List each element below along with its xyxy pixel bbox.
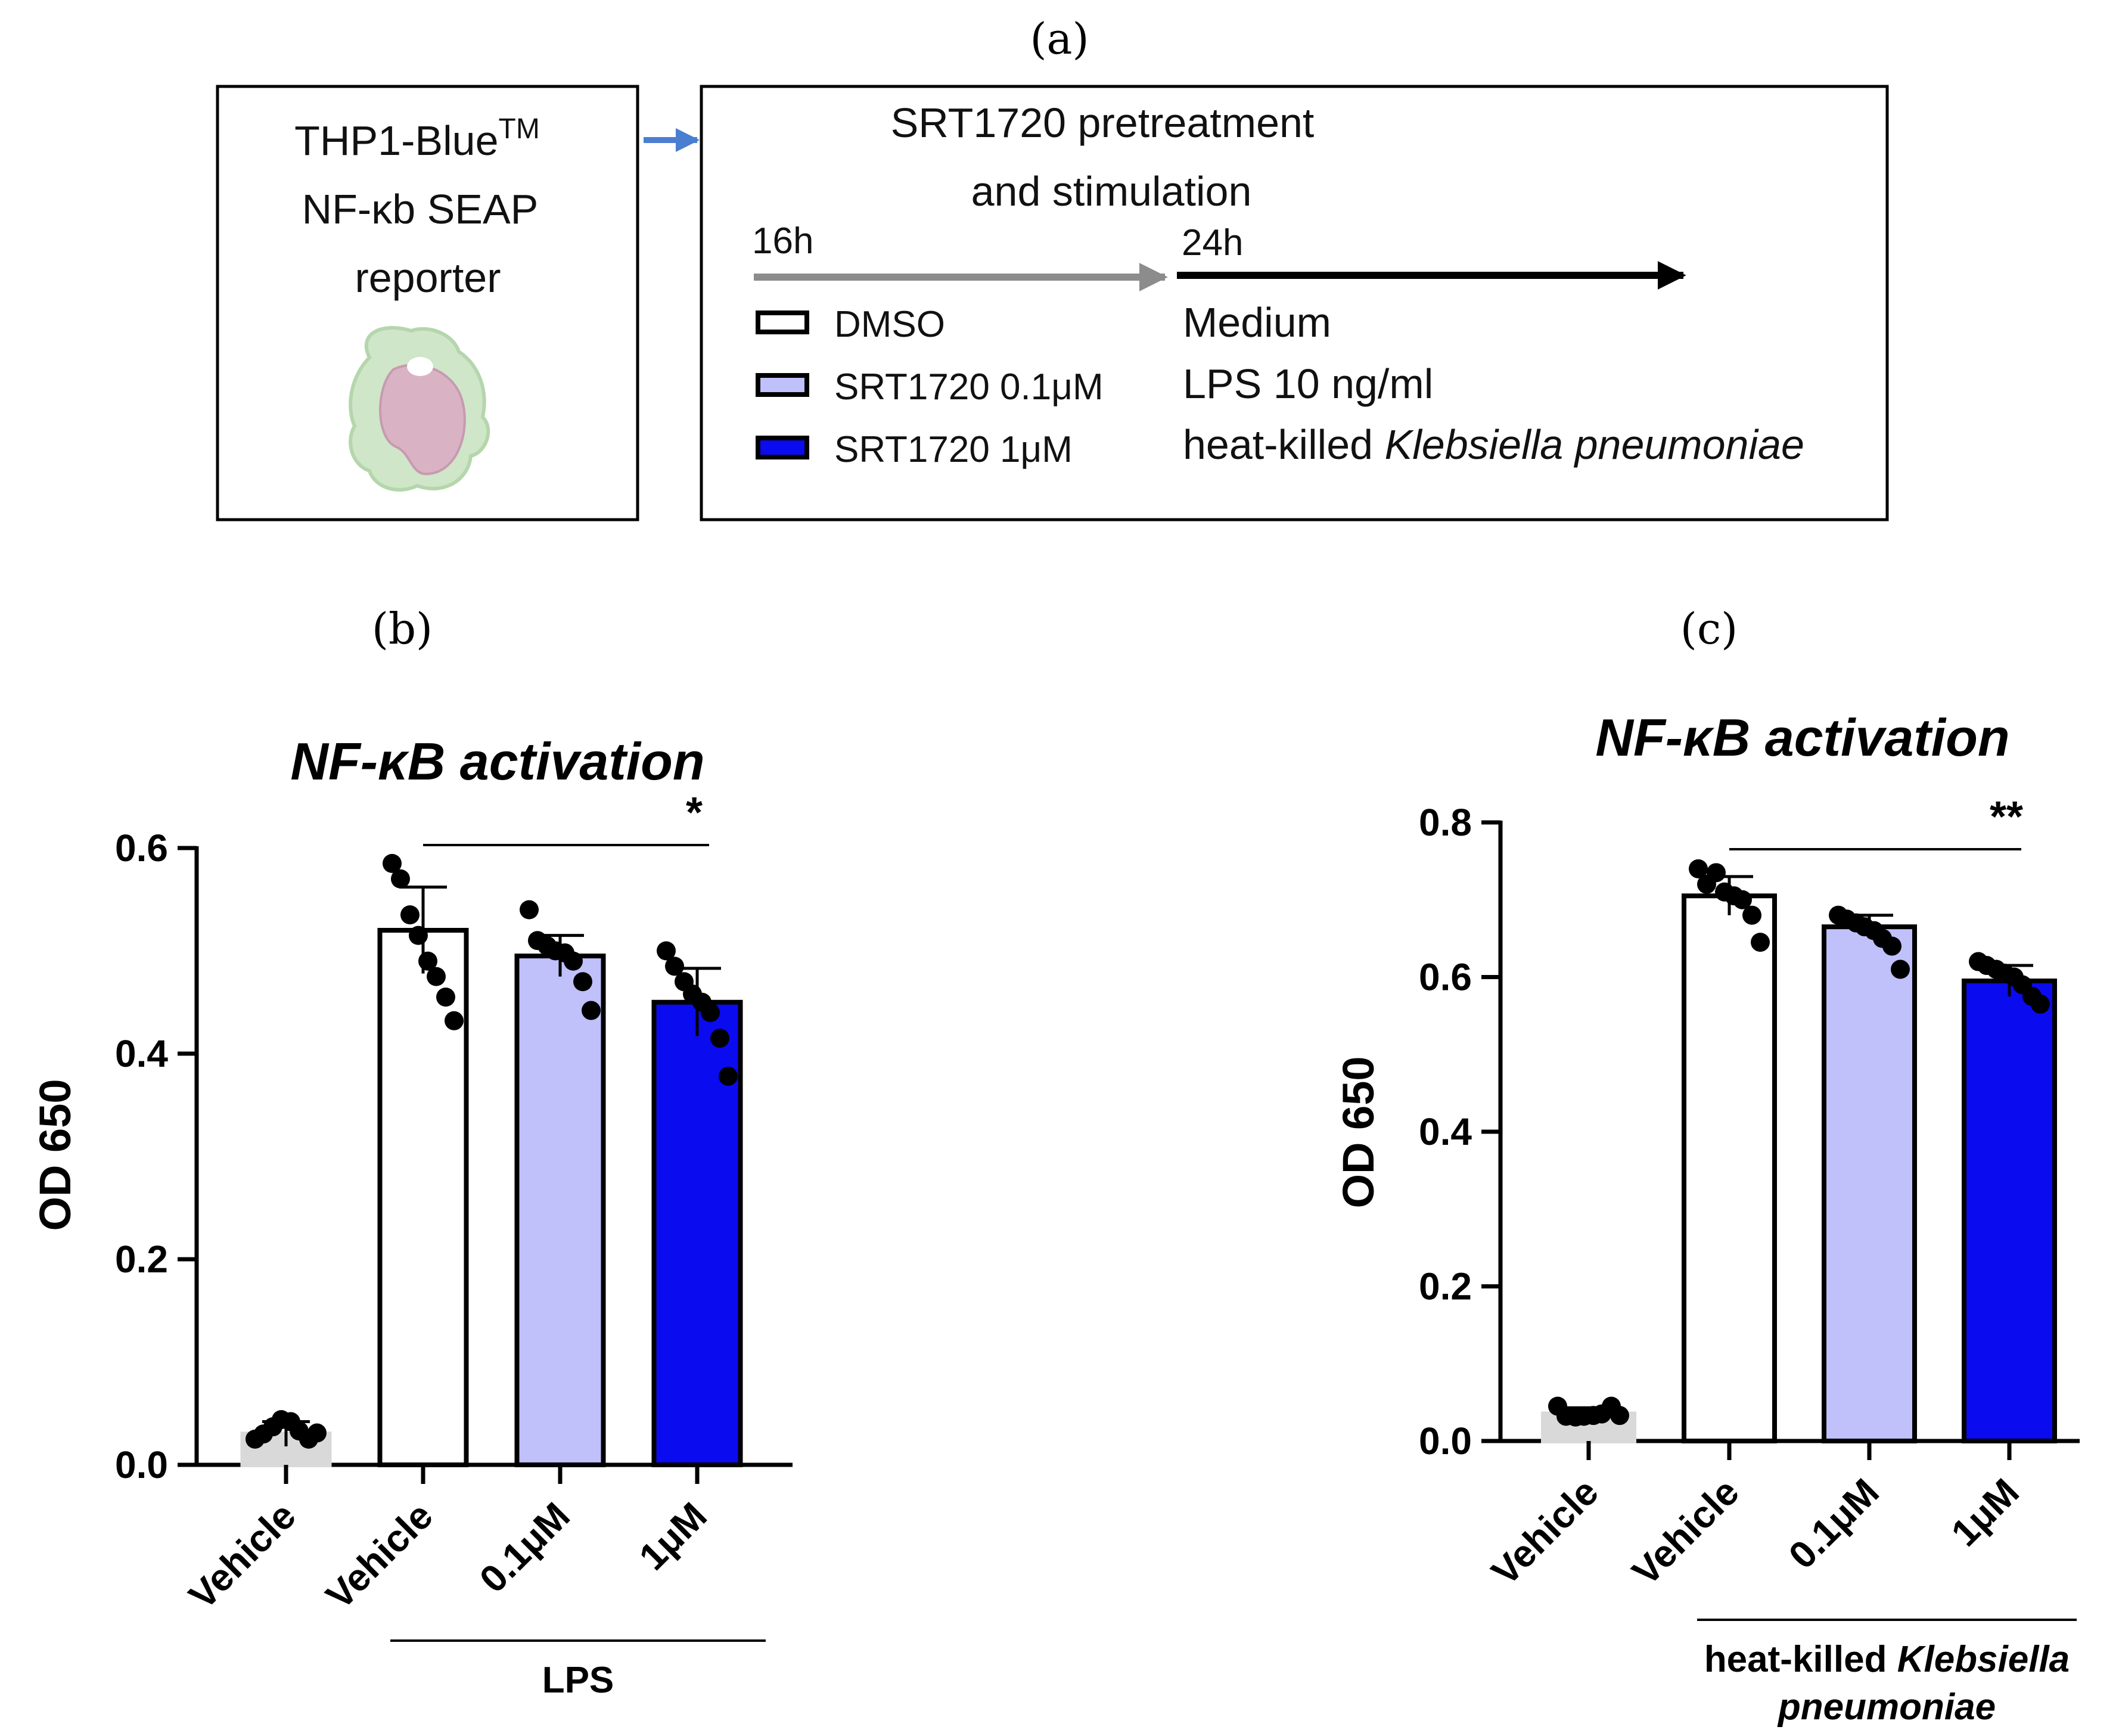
legend-swatch-1 — [756, 373, 809, 397]
y-tick-label-b-2: 0.4 — [115, 1032, 168, 1075]
data-point-b-1-7 — [445, 1011, 464, 1030]
significance-star-b: * — [686, 789, 703, 837]
y-tick-label-c-0: 0.0 — [1419, 1420, 1472, 1462]
chart-title-b: NF-κB activation — [290, 732, 704, 791]
legend-label-2: SRT1720 1μM — [834, 429, 1073, 470]
data-point-c-2-7 — [1891, 959, 1910, 979]
data-point-c-1-0 — [1689, 859, 1708, 878]
legend-label-0: DMSO — [834, 304, 945, 345]
y-tick-label-b-3: 0.6 — [115, 827, 168, 869]
stim-kp: heat-killed Klebsiella pneumoniae — [1183, 421, 1804, 468]
group-label-c-line2: pneumoniae — [1777, 1687, 1996, 1728]
data-point-b-3-6 — [710, 1029, 729, 1048]
data-point-c-3-7 — [2031, 994, 2050, 1014]
data-point-b-1-3 — [409, 926, 428, 945]
y-tick-label-b-0: 0.0 — [115, 1443, 168, 1486]
data-point-c-1-6 — [1742, 905, 1761, 925]
stim-lps: LPS 10 ng/ml — [1183, 361, 1433, 407]
data-point-b-2-0 — [520, 900, 539, 920]
data-point-b-3-7 — [719, 1066, 738, 1086]
stim-medium: Medium — [1183, 299, 1331, 346]
protocol-box: SRT1720 pretreatment and stimulation 16h… — [700, 85, 1889, 521]
data-point-b-1-6 — [436, 987, 455, 1007]
category-label-c-2: 0.1μM — [1781, 1470, 1887, 1577]
category-label-b-0: Vehicle — [181, 1494, 304, 1617]
legend-label-1: SRT1720 0.1μM — [834, 367, 1104, 408]
data-point-b-3-0 — [657, 941, 676, 961]
group-label-b: LPS — [542, 1660, 614, 1701]
cell-nucleus — [379, 364, 466, 476]
cell-box: THP1-BlueTM NF-κb SEAP reporter — [216, 85, 639, 521]
protocol-title-1: SRT1720 pretreatment — [891, 100, 1315, 146]
data-point-b-1-0 — [383, 853, 402, 873]
category-label-b-2: 0.1μM — [471, 1494, 578, 1601]
category-label-c-0: Vehicle — [1483, 1470, 1607, 1594]
data-point-b-2-7 — [582, 1001, 601, 1020]
y-tick-label-b-1: 0.2 — [115, 1238, 168, 1281]
data-point-b-1-5 — [427, 967, 446, 986]
y-tick-label-c-3: 0.6 — [1419, 956, 1472, 999]
bar-c-2 — [1822, 924, 1917, 1443]
y-axis-title-b: OD 650 — [30, 1079, 80, 1231]
category-label-b-1: Vehicle — [318, 1494, 441, 1617]
y-axis-title-c: OD 650 — [1334, 1056, 1383, 1208]
group-label-c-line1: heat-killed Klebsiella — [1704, 1639, 2070, 1680]
data-point-c-2-6 — [1882, 936, 1901, 956]
panel-label-a: (a) — [1030, 14, 1089, 64]
chart-b: NF-κB activation OD 650 0.0 0.2 0.4 0.6 Vehicl… — [30, 732, 793, 1701]
panel-label-c: (c) — [1680, 604, 1738, 654]
group-label-prefix: heat-killed — [1704, 1639, 1897, 1680]
time-24h: 24h — [1182, 222, 1243, 263]
significance-star-c: ** — [1990, 793, 2023, 841]
chart-title-c: NF-κB activation — [1595, 708, 2009, 767]
data-point-c-0-7 — [1610, 1406, 1629, 1426]
data-point-b-1-4 — [418, 951, 437, 971]
data-point-b-1-1 — [391, 869, 410, 889]
bar-b-1 — [377, 928, 469, 1467]
time-16h: 16h — [752, 221, 813, 262]
protocol-title-2: and stimulation — [971, 168, 1252, 215]
cell-vesicle — [407, 357, 433, 376]
data-point-c-1-7 — [1751, 933, 1770, 952]
y-tick-label-c-1: 0.2 — [1419, 1265, 1472, 1308]
panel-label-b: (b) — [372, 604, 433, 654]
data-point-b-3-5 — [701, 1003, 720, 1022]
cell-box-line2: NF-κb SEAP — [302, 186, 539, 232]
y-tick-label-c-2: 0.4 — [1419, 1110, 1472, 1153]
bar-c-3 — [1962, 978, 2057, 1444]
data-point-b-1-2 — [400, 905, 420, 925]
group-label-italic: Klebsiella — [1897, 1639, 2070, 1680]
legend-swatch-0 — [756, 310, 809, 334]
pretreatment-legend: DMSO SRT1720 0.1μM SRT1720 1μM — [756, 304, 1104, 470]
bar-c-1 — [1682, 893, 1777, 1443]
y-tick-label-c-4: 0.8 — [1419, 801, 1472, 844]
cell-box-line1: THP1-BlueTM — [294, 113, 540, 164]
data-point-c-1-2 — [1707, 863, 1726, 883]
category-label-c-3: 1μM — [1943, 1470, 2027, 1554]
cell-illustration — [349, 326, 490, 492]
data-point-c-1-5 — [1733, 890, 1752, 909]
category-label-c-1: Vehicle — [1624, 1470, 1747, 1594]
chart-c: NF-κB activation OD 650 0.0 0.2 0.4 0.6 0.8 Veh… — [1334, 708, 2080, 1728]
data-point-b-0-7 — [307, 1423, 327, 1443]
category-label-b-3: 1μM — [630, 1494, 714, 1578]
data-point-b-3-1 — [665, 956, 684, 976]
legend-swatch-2 — [756, 436, 809, 459]
data-point-b-2-5 — [564, 951, 583, 971]
cell-box-line3: reporter — [355, 254, 501, 301]
data-point-b-2-6 — [573, 972, 592, 992]
bar-b-2 — [514, 954, 606, 1467]
